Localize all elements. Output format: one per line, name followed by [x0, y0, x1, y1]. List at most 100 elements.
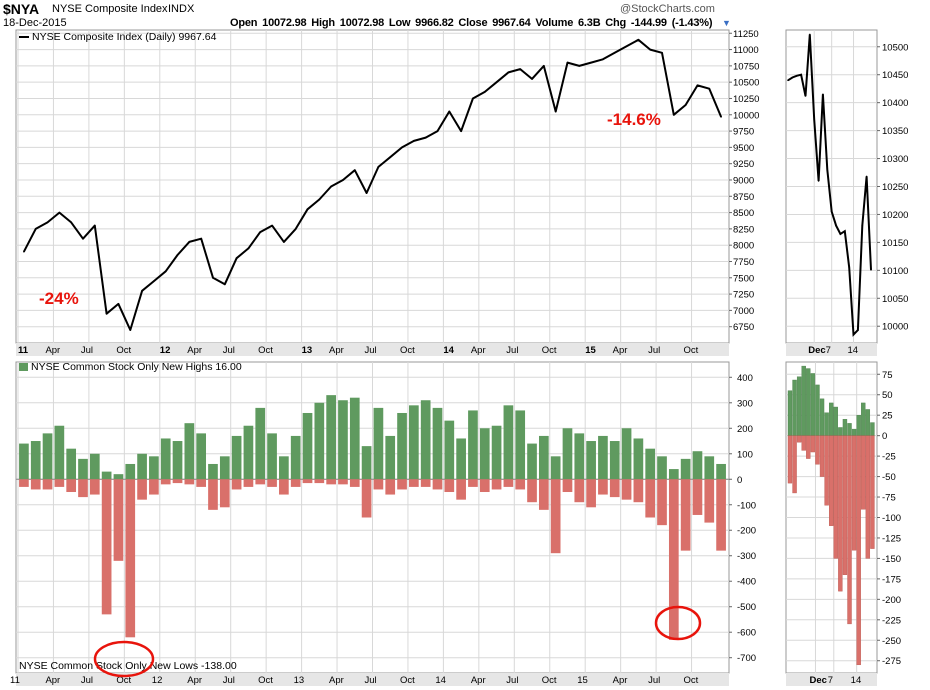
inset-bars-y-tick-label: -100 — [882, 513, 901, 524]
new-highs-bar — [66, 448, 77, 480]
inset-price-y-tick-label: 10400 — [882, 98, 908, 109]
bars-y-tick-label: -100 — [737, 500, 756, 511]
price-data-point — [365, 192, 368, 194]
inset-price-data-point — [822, 93, 824, 96]
price-data-point — [259, 231, 262, 233]
bars-x-tick-label: Jul — [365, 675, 377, 686]
symbol-title: $NYA — [3, 1, 40, 17]
new-lows-bar — [255, 479, 266, 485]
bars-y-tick-label: 300 — [737, 398, 753, 409]
new-lows-bar — [385, 479, 396, 495]
price-x-tick-label: Apr — [471, 345, 486, 356]
inset-new-lows-bar — [796, 435, 802, 443]
price-data-point — [424, 136, 427, 139]
new-highs-bar — [491, 425, 502, 480]
inset-bars-y-tick-label: -150 — [882, 554, 901, 565]
new-lows-bar — [456, 479, 466, 500]
inset-new-highs-bar — [851, 428, 857, 436]
new-highs-bar — [503, 405, 514, 480]
price-data-point — [164, 270, 167, 273]
new-highs-bar — [562, 428, 573, 480]
price-data-point — [472, 97, 474, 100]
price-y-tick-label: 10250 — [733, 94, 759, 105]
inset-new-lows-bar — [833, 435, 838, 559]
inset-new-highs-bar — [787, 390, 793, 436]
price-data-point — [495, 81, 498, 83]
price-y-tick-label: 7250 — [733, 290, 754, 301]
new-lows-bar — [609, 479, 620, 498]
price-data-point — [673, 113, 675, 116]
new-highs-bar — [574, 433, 585, 480]
inset-new-lows-bar — [810, 435, 816, 453]
triangle-down-icon[interactable]: ▼ — [722, 18, 731, 28]
bars-x-axis-strip — [16, 673, 729, 686]
new-highs-bar — [125, 463, 136, 480]
new-highs-bar — [515, 410, 526, 480]
price-y-tick-label: 7750 — [733, 257, 754, 268]
inset-new-highs-bar — [833, 406, 838, 436]
price-data-point — [294, 228, 297, 230]
inset-new-lows-bar — [842, 435, 848, 575]
price-data-point — [720, 116, 722, 118]
inset-new-lows-bar — [792, 435, 797, 494]
inset-price-series-line — [787, 34, 872, 337]
price-data-point — [82, 237, 84, 240]
price-data-point — [401, 146, 403, 149]
price-x-axis-strip — [16, 343, 729, 356]
price-data-point — [330, 185, 332, 188]
price-y-tick-label: 8250 — [733, 224, 754, 235]
inset-new-highs-bar — [861, 402, 866, 436]
inset-new-lows-bar — [801, 435, 806, 451]
bars-y-tick-label: 0 — [737, 475, 742, 486]
inset-price-data-point — [870, 268, 872, 271]
inset-bars-y-tick-label: -175 — [882, 574, 901, 585]
new-lows-bar — [101, 479, 112, 615]
inset-price-data-point — [848, 266, 850, 269]
new-highs-bar — [290, 435, 301, 480]
new-lows-bar — [54, 479, 65, 487]
inset-bars-x-tick-label: Dec — [809, 675, 826, 686]
price-data-point — [578, 65, 581, 67]
inset-bars-y-tick-label: -75 — [882, 493, 896, 504]
index-name: NYSE Composite Index — [52, 3, 168, 15]
price-x-tick-label: Apr — [187, 345, 202, 356]
price-data-point — [283, 241, 285, 243]
new-lows-bar — [574, 479, 585, 503]
new-lows-bar — [479, 479, 490, 493]
bars-y-tick-label: -700 — [737, 653, 756, 664]
inset-new-lows-bar — [815, 435, 820, 465]
price-y-tick-label: 7500 — [733, 273, 754, 284]
watermark: @StockCharts.com — [620, 3, 715, 15]
new-lows-bar — [527, 479, 537, 503]
price-y-tick-label: 10750 — [733, 61, 759, 72]
inset-new-lows-bar — [806, 435, 811, 459]
new-lows-bar — [196, 479, 207, 487]
new-lows-bar — [290, 479, 301, 487]
inset-price-y-tick-label: 10200 — [882, 210, 908, 221]
price-data-point — [602, 58, 604, 61]
price-data-point — [271, 224, 273, 227]
inset-price-data-point — [813, 118, 816, 121]
bars-x-tick-label: Apr — [471, 675, 486, 686]
inset-new-lows-bar — [856, 435, 861, 666]
inset-new-lows-bar — [829, 435, 834, 526]
new-lows-bar — [692, 479, 703, 515]
new-lows-bar — [302, 479, 313, 484]
inset-price-data-point — [865, 175, 868, 178]
new-highs-bar — [397, 412, 407, 480]
price-y-tick-label: 10500 — [733, 78, 759, 89]
price-y-tick-label: 8500 — [733, 208, 754, 219]
bars-x-tick-label: Apr — [187, 675, 202, 686]
price-data-point — [176, 254, 179, 256]
inset-new-highs-bar — [806, 368, 811, 436]
price-data-point — [223, 283, 226, 286]
inset-new-lows-bar — [870, 435, 875, 549]
price-x-tick-label: Jul — [223, 345, 235, 356]
new-highs-bar — [338, 400, 348, 480]
new-highs-bar — [538, 435, 549, 480]
new-lows-bar — [113, 479, 124, 561]
inset-bars-y-tick-label: -25 — [882, 452, 896, 463]
new-highs-bar — [704, 456, 715, 480]
highlight-circle-2015 — [654, 605, 702, 641]
new-lows-bar — [267, 479, 277, 487]
